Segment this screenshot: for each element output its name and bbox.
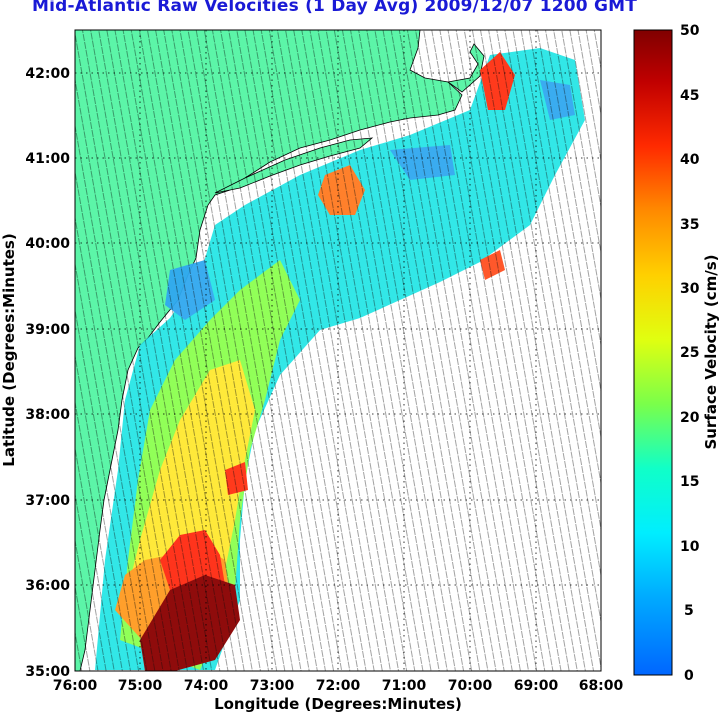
colorbar-label: Surface Velocity (cm/s) bbox=[702, 254, 720, 449]
colorbar-ticks: 50 45 40 35 30 25 20 15 10 5 0 bbox=[680, 23, 700, 684]
x-axis-ticks: 76:00 75:00 74:00 73:00 72:00 71:00 70:0… bbox=[53, 678, 624, 694]
x-tick: 69:00 bbox=[514, 678, 559, 694]
colorbar-tick: 10 bbox=[680, 539, 700, 555]
y-axis-ticks: 42:00 41:00 40:00 39:00 38:00 37:00 36:0… bbox=[25, 66, 70, 680]
y-tick: 35:00 bbox=[25, 664, 70, 680]
y-tick: 42:00 bbox=[25, 66, 70, 82]
x-tick: 70:00 bbox=[448, 678, 493, 694]
colorbar-tick: 50 bbox=[680, 23, 700, 39]
colorbar-tick: 25 bbox=[680, 345, 699, 361]
y-tick: 36:00 bbox=[25, 578, 70, 594]
colorbar-tick: 30 bbox=[680, 281, 700, 297]
y-tick: 41:00 bbox=[25, 151, 70, 167]
colorbar-tick: 35 bbox=[680, 217, 699, 233]
x-tick: 72:00 bbox=[316, 678, 361, 694]
chart-title: Mid-Atlantic Raw Velocities (1 Day Avg) … bbox=[32, 0, 638, 16]
y-tick: 40:00 bbox=[25, 236, 70, 252]
x-axis-label: Longitude (Degrees:Minutes) bbox=[214, 695, 462, 713]
x-tick: 76:00 bbox=[53, 678, 98, 694]
x-tick: 73:00 bbox=[250, 678, 295, 694]
x-tick: 71:00 bbox=[382, 678, 427, 694]
grid-lines bbox=[75, 30, 601, 671]
x-tick: 68:00 bbox=[579, 678, 624, 694]
colorbar-tick: 15 bbox=[680, 474, 699, 490]
y-tick: 37:00 bbox=[25, 493, 70, 509]
colorbar-tick: 20 bbox=[680, 410, 700, 426]
colorbar-tick: 0 bbox=[684, 668, 694, 684]
y-axis-label: Latitude (Degrees:Minutes) bbox=[0, 233, 18, 466]
y-tick: 38:00 bbox=[25, 407, 70, 423]
x-tick: 74:00 bbox=[184, 678, 229, 694]
colorbar bbox=[633, 29, 673, 676]
colorbar-tick: 40 bbox=[680, 152, 700, 168]
colorbar-tick: 5 bbox=[684, 603, 694, 619]
x-tick: 75:00 bbox=[118, 678, 163, 694]
plot-frame bbox=[74, 29, 602, 672]
colorbar-tick: 45 bbox=[680, 88, 699, 104]
y-tick: 39:00 bbox=[25, 322, 70, 338]
